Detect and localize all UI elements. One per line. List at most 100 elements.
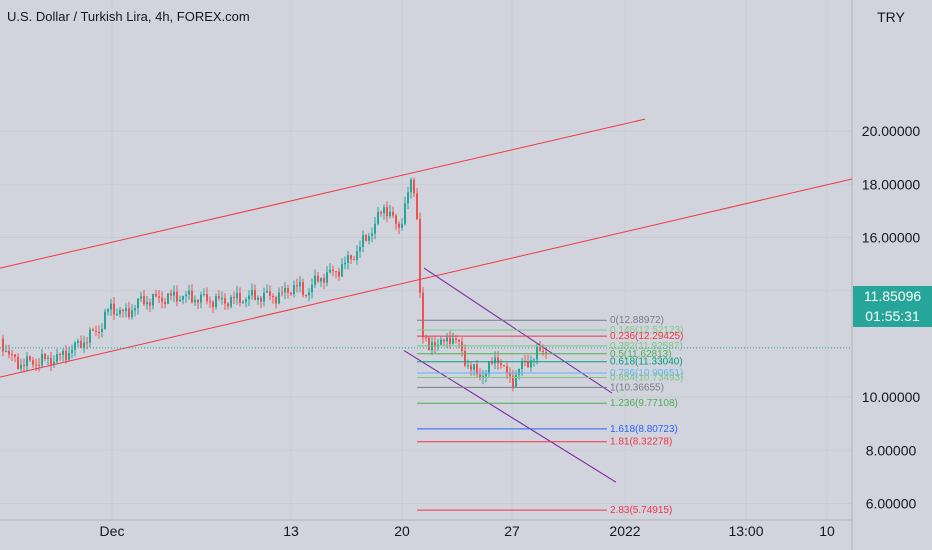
candle-body	[398, 223, 400, 228]
candle-body	[329, 269, 331, 273]
candle-body	[161, 297, 163, 302]
candle-body	[56, 353, 58, 362]
drawing-layer	[0, 118, 853, 483]
candle-body	[326, 272, 328, 283]
candle-body	[500, 363, 502, 366]
candle-body	[29, 356, 31, 361]
candle-body	[191, 290, 193, 303]
candle-body	[47, 357, 49, 359]
candle-body	[473, 364, 475, 370]
candle-body	[380, 211, 382, 214]
candle-body	[221, 298, 223, 300]
candle-body	[158, 296, 160, 298]
last-price-value: 11.85096	[863, 288, 922, 304]
candle-body	[533, 359, 535, 361]
wedge-upper-line	[423, 267, 613, 394]
candle-body	[11, 354, 13, 356]
candle-body	[419, 219, 421, 293]
candle-body	[440, 339, 442, 345]
candle-body	[98, 331, 100, 333]
candle-body	[542, 350, 544, 353]
candle-body	[65, 350, 67, 361]
fib-level-label: 1.236(9.77108)	[610, 398, 678, 409]
candle-body	[464, 350, 466, 366]
candle-body	[50, 357, 52, 365]
candle-body	[92, 329, 94, 331]
candle-body	[248, 295, 250, 300]
candle-body	[134, 308, 136, 311]
price-tick-label: 10.00000	[862, 389, 921, 405]
candle-body	[503, 365, 505, 367]
candle-body	[131, 310, 133, 318]
time-tick-label: 27	[504, 523, 520, 539]
candle-body	[194, 299, 196, 303]
candle-body	[377, 211, 379, 224]
candle-body	[197, 299, 199, 303]
candle-body	[368, 235, 370, 241]
candle-body	[455, 338, 457, 340]
candle-body	[110, 303, 112, 310]
candle-body	[347, 255, 349, 263]
candle-body	[512, 376, 514, 388]
candle-body	[23, 364, 25, 367]
candle-body	[200, 294, 202, 303]
candle-body	[392, 211, 394, 216]
candle-body	[71, 349, 73, 354]
candle-body	[428, 337, 430, 351]
time-tick-label: 20	[394, 523, 410, 539]
fib-level-label: 0.618(11.33040)	[610, 357, 683, 368]
fib-level-label: 2.83(5.74915)	[610, 505, 672, 516]
candle-body	[341, 264, 343, 277]
candle-body	[536, 346, 538, 360]
candle-body	[86, 342, 88, 344]
candle-body	[539, 346, 541, 351]
candle-body	[170, 293, 172, 296]
candle-body	[206, 294, 208, 302]
candle-body	[68, 353, 70, 361]
candle-body	[344, 262, 346, 265]
candle-body	[494, 357, 496, 364]
candle-body	[386, 207, 388, 217]
candle-body	[395, 215, 397, 224]
candle-body	[182, 296, 184, 300]
candle-body	[302, 282, 304, 295]
candle-body	[365, 234, 367, 241]
candle-body	[236, 292, 238, 299]
candle-body	[389, 211, 391, 217]
candle-body	[74, 342, 76, 350]
candle-body	[233, 297, 235, 299]
candle-body	[59, 353, 61, 356]
candle-body	[299, 282, 301, 287]
candle-body	[308, 292, 310, 296]
candle-body	[137, 298, 139, 309]
fib-level-label: 0.5(11.62813)	[610, 349, 672, 360]
time-tick-label: 2022	[609, 523, 640, 539]
candle-body	[323, 277, 325, 283]
candle-body	[116, 314, 118, 316]
price-tick-label: 8.00000	[866, 442, 917, 458]
candle-body	[290, 292, 292, 295]
candle-body	[284, 287, 286, 293]
series-layer	[2, 177, 547, 392]
candle-body	[422, 292, 424, 338]
candle-body	[545, 352, 547, 354]
candle-body	[320, 277, 322, 282]
candle-body	[338, 271, 340, 277]
candle-body	[470, 365, 472, 370]
candle-body	[407, 192, 409, 204]
candle-body	[293, 285, 295, 295]
last-price-tag: 11.85096 01:55:31	[853, 286, 932, 327]
time-tick-label: 13	[283, 523, 299, 539]
candle-body	[227, 303, 229, 307]
candle-body	[257, 297, 259, 301]
candle-body	[449, 337, 451, 344]
price-axis-currency: TRY	[877, 9, 905, 25]
candle-body	[452, 338, 454, 344]
candle-body	[296, 285, 298, 287]
candle-body	[104, 311, 106, 329]
candle-body	[272, 295, 274, 298]
candle-body	[530, 360, 532, 368]
fib-level-label: 0.146(12.52123)	[610, 325, 683, 336]
candle-body	[83, 342, 85, 349]
